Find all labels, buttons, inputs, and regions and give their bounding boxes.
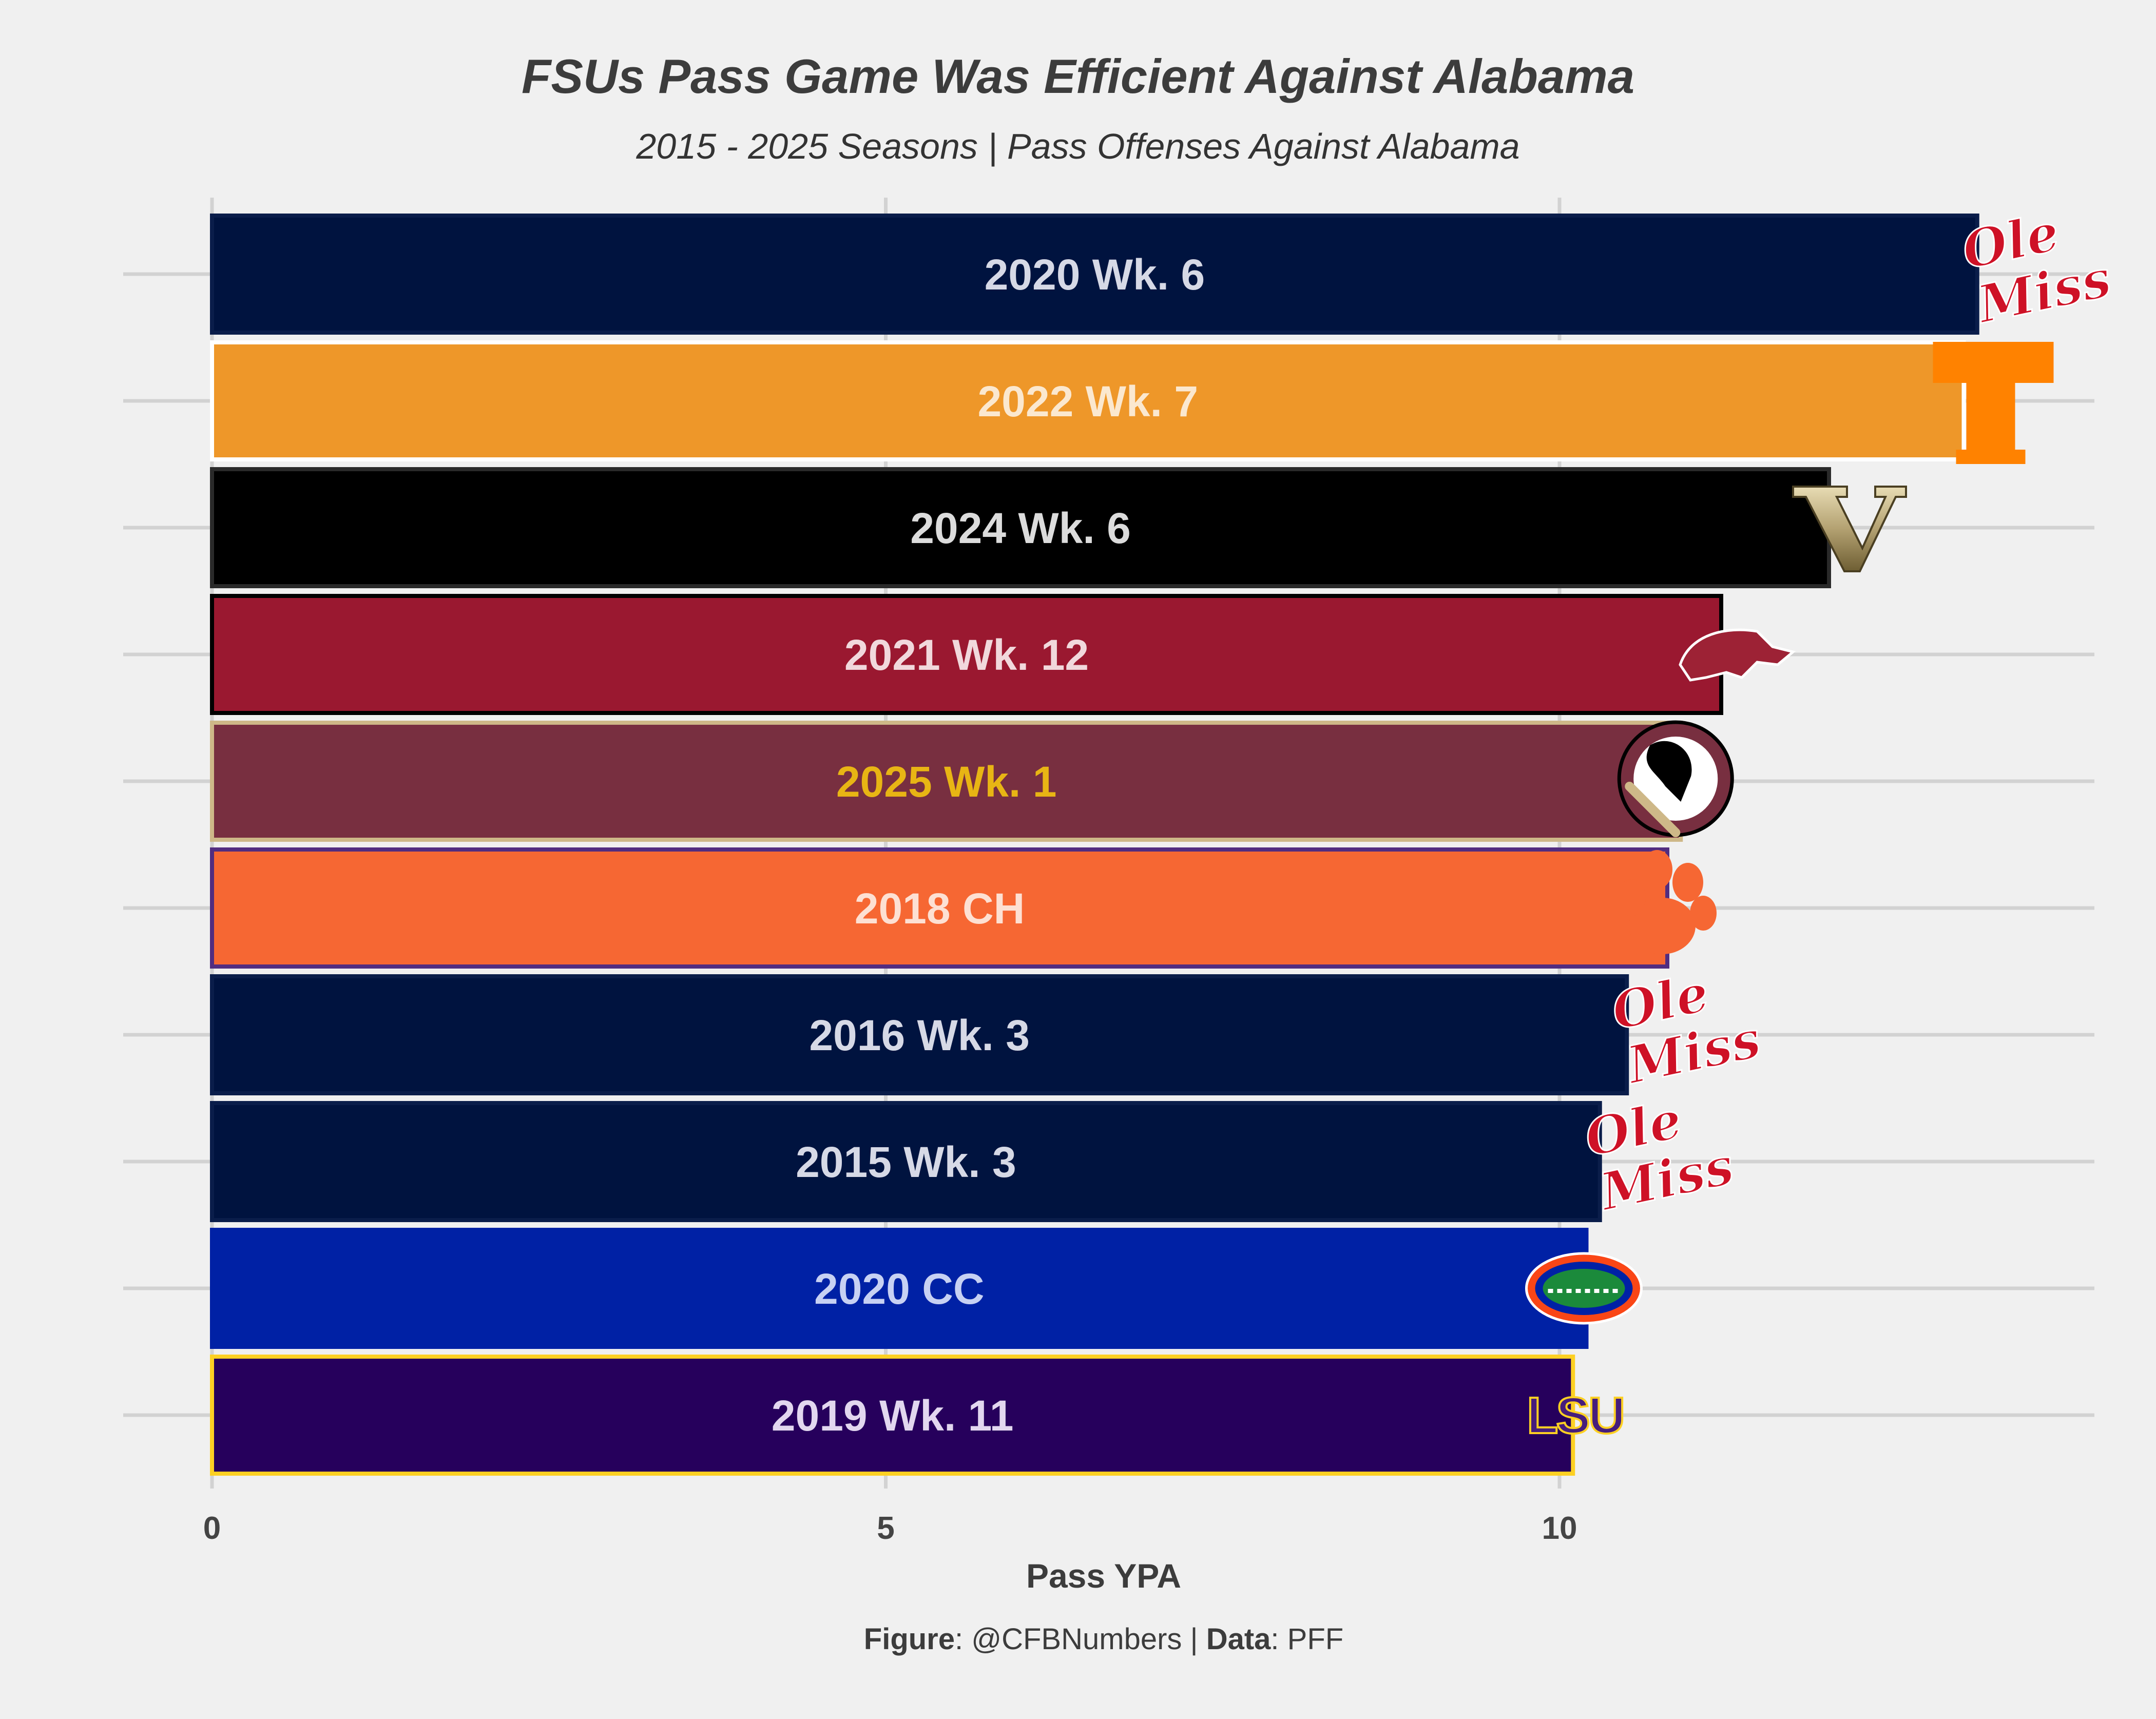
clemson-paw-toe xyxy=(1690,896,1717,931)
tennessee-t-stem xyxy=(1966,380,2015,457)
fsu-seminole-hair xyxy=(1646,741,1692,802)
bars-group: 2020 Wk. 6 2022 Wk. 7 2024 Wk. 6 2021 Wk. 1… xyxy=(210,214,1979,1476)
x-tick-label: 0 xyxy=(203,1511,221,1546)
bar-label: 2025 Wk. 1 xyxy=(836,758,1057,806)
bar-label: 2021 Wk. 12 xyxy=(844,631,1089,679)
vanderbilt-logo xyxy=(1792,486,1907,572)
caption-figure-value: : @CFBNumbers | xyxy=(955,1623,1206,1656)
clemson-logo xyxy=(1617,850,1717,954)
florida-gator-head xyxy=(1543,1269,1625,1308)
bar-label: 2019 Wk. 11 xyxy=(772,1392,1014,1440)
bar xyxy=(210,721,1683,842)
arkansas-logo xyxy=(1679,628,1796,682)
bar xyxy=(210,214,1979,335)
caption-data-key: Data xyxy=(1206,1623,1271,1656)
x-tick-label: 10 xyxy=(1542,1511,1577,1546)
caption-figure-key: Figure xyxy=(863,1623,955,1656)
bar xyxy=(210,594,1723,715)
x-tick-label: 5 xyxy=(877,1511,894,1546)
arkansas-razorback-shape xyxy=(1679,628,1796,682)
tennessee-logo xyxy=(1933,342,2054,464)
clemson-paw-toe xyxy=(1617,879,1646,916)
chart-title: FSUs Pass Game Was Efficient Against Ala… xyxy=(521,49,1634,103)
bar xyxy=(210,467,1831,588)
bar-label: 2022 Wk. 7 xyxy=(977,377,1198,426)
bar-label: 2020 CC xyxy=(814,1265,985,1313)
lsu-logo: LSU xyxy=(1526,1386,1626,1445)
lsu-logo-text: LSU xyxy=(1527,1387,1623,1444)
caption-data-value: : PFF xyxy=(1270,1623,1344,1656)
florida-state-logo xyxy=(1617,720,1734,837)
fsu-feather xyxy=(1625,782,1681,837)
clemson-paw-toe xyxy=(1672,863,1703,902)
bar xyxy=(210,1355,1575,1476)
clemson-paw-pad xyxy=(1629,898,1696,954)
bar xyxy=(210,1101,1602,1222)
bar-label: 2015 Wk. 3 xyxy=(796,1138,1016,1186)
bar xyxy=(210,974,1629,1095)
bar xyxy=(210,340,1966,461)
tennessee-t-base xyxy=(1956,450,2026,464)
caption: Figure: @CFBNumbers | Data: PFF xyxy=(0,1622,2156,1656)
x-axis-label: Pass YPA xyxy=(1026,1557,1182,1595)
vanderbilt-v-shape xyxy=(1792,486,1907,572)
bar-label: 2016 Wk. 3 xyxy=(809,1011,1030,1059)
clemson-paw-toe xyxy=(1642,850,1672,889)
chart-subtitle: 2015 - 2025 Seasons | Pass Offenses Agai… xyxy=(636,126,1520,166)
bar-label: 2018 CH xyxy=(855,884,1025,933)
bar xyxy=(210,1228,1589,1349)
ole-miss-logo-line1: Ole xyxy=(1580,1089,1687,1169)
bar-label: 2020 Wk. 6 xyxy=(985,250,1205,299)
x-axis-ticks: 0 5 10 xyxy=(203,1511,1577,1546)
florida-logo xyxy=(1525,1252,1643,1325)
bar xyxy=(210,847,1669,969)
bar-label: 2024 Wk. 6 xyxy=(910,504,1131,552)
tennessee-t-top xyxy=(1933,342,2054,383)
